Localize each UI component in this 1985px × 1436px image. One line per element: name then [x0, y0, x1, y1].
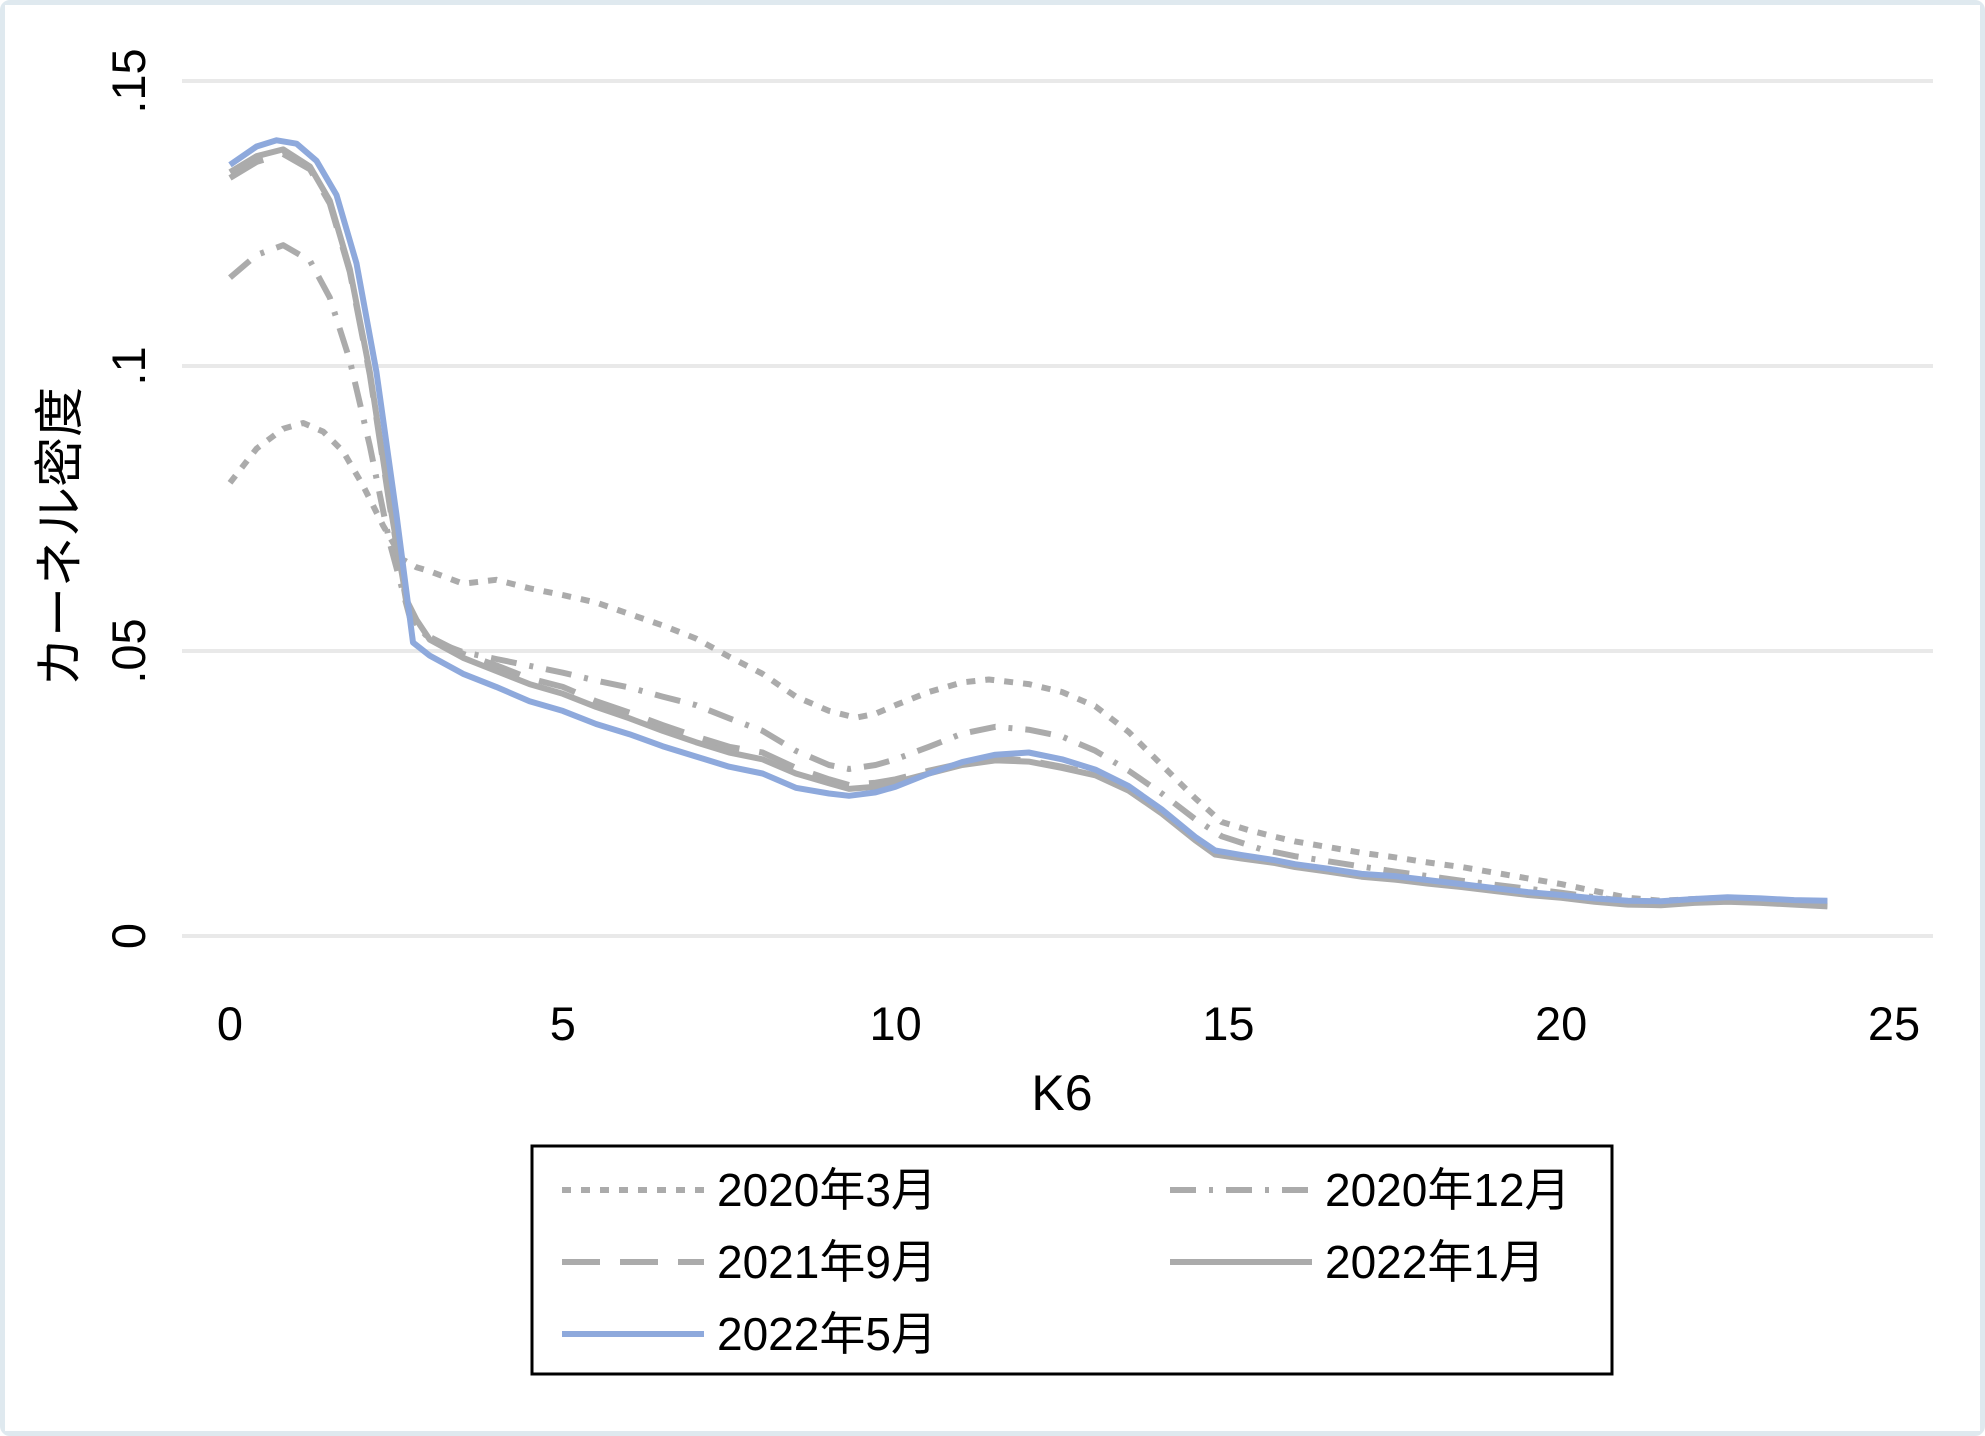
x-tick-label-0: 0 [217, 997, 243, 1050]
legend-box [530, 1144, 1614, 1376]
series-line-4 [228, 137, 1828, 905]
legend-entry-4: 2022年5月 [562, 1308, 937, 1360]
kernel-density-chart: 0 .05 .1 .15 0 5 10 15 20 25 K6 カーネル密度 2020年3月 2020年1… [5, 5, 1980, 1431]
y-tick-label-3: .15 [102, 48, 155, 113]
legend-entry-3: 2022年1月 [1170, 1236, 1545, 1288]
x-tick-label-1: 5 [550, 997, 576, 1050]
x-tick-label-2: 10 [869, 997, 921, 1050]
legend-label-0: 2020年3月 [717, 1164, 937, 1216]
y-tick-label-0: 0 [102, 923, 155, 949]
legend-entry-2: 2021年9月 [562, 1236, 937, 1288]
legend-entry-1: 2020年12月 [1170, 1164, 1571, 1216]
x-tick-label-3: 15 [1202, 997, 1254, 1050]
y-tick-label-1: .05 [102, 618, 155, 683]
y-axis-title: カーネル密度 [32, 387, 88, 687]
x-axis-title: K6 [1031, 1065, 1092, 1121]
legend-label-3: 2022年1月 [1325, 1236, 1545, 1288]
x-tick-label-5: 25 [1868, 997, 1920, 1050]
legend-label-2: 2021年9月 [717, 1236, 937, 1288]
series-line-0 [227, 420, 1828, 905]
y-tick-label-2: .1 [102, 346, 155, 385]
x-tick-label-4: 20 [1535, 997, 1587, 1050]
legend-label-4: 2022年5月 [717, 1308, 937, 1360]
legend-entry-0: 2020年3月 [562, 1164, 937, 1216]
legend-label-1: 2020年12月 [1325, 1164, 1571, 1216]
